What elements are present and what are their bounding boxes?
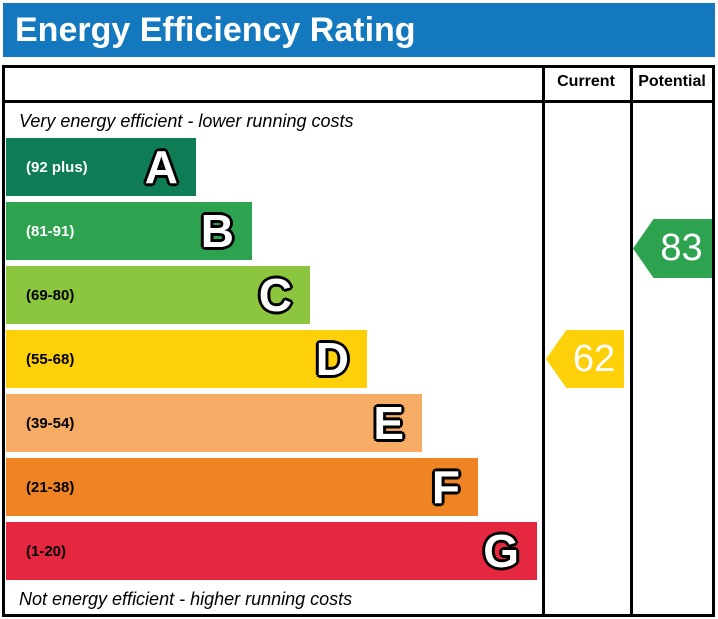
band-g: (1-20) G: [6, 522, 537, 580]
band-e: (39-54) E: [6, 394, 422, 452]
band-range-label: (21-38): [26, 478, 75, 496]
top-note: Very energy efficient - lower running co…: [19, 111, 354, 131]
band-range-label: (81-91): [26, 222, 75, 240]
header-underline: [5, 100, 712, 103]
band-letter: F: [431, 461, 460, 513]
band-d: (55-68) D: [6, 330, 367, 388]
band-letter: A: [144, 141, 178, 193]
current-column-divider: [542, 68, 545, 614]
bottom-note: Not energy efficient - higher running co…: [19, 589, 353, 609]
page-title: Energy Efficiency Rating: [15, 10, 416, 49]
rating-table: Current Potential Very energy efficient …: [2, 65, 715, 617]
current-rating-arrow: 62: [546, 330, 624, 388]
band-c: (69-80) C: [6, 266, 310, 324]
band-range-label: (92 plus): [26, 158, 88, 176]
band-a: (92 plus) A: [6, 138, 196, 196]
potential-column-header: Potential: [638, 73, 706, 90]
band-letter: G: [483, 525, 519, 577]
band-letter: E: [373, 397, 404, 449]
band-range-label: (1-20): [26, 542, 67, 560]
band-range-label: (55-68): [26, 350, 75, 368]
band-range-label: (39-54): [26, 414, 75, 432]
band-letter: D: [315, 333, 349, 385]
current-column-header: Current: [557, 73, 615, 90]
band-range-label: (69-80): [26, 286, 75, 304]
band-letter: B: [200, 205, 234, 257]
potential-rating-arrow: 83: [633, 219, 712, 278]
current-rating-value: 62: [572, 337, 616, 380]
band-f: (21-38) F: [6, 458, 478, 516]
title-bar: Energy Efficiency Rating: [3, 3, 715, 57]
band-letter: C: [258, 269, 292, 321]
band-b: (81-91) B: [6, 202, 252, 260]
potential-rating-value: 83: [660, 227, 703, 269]
potential-column-divider: [630, 68, 633, 614]
